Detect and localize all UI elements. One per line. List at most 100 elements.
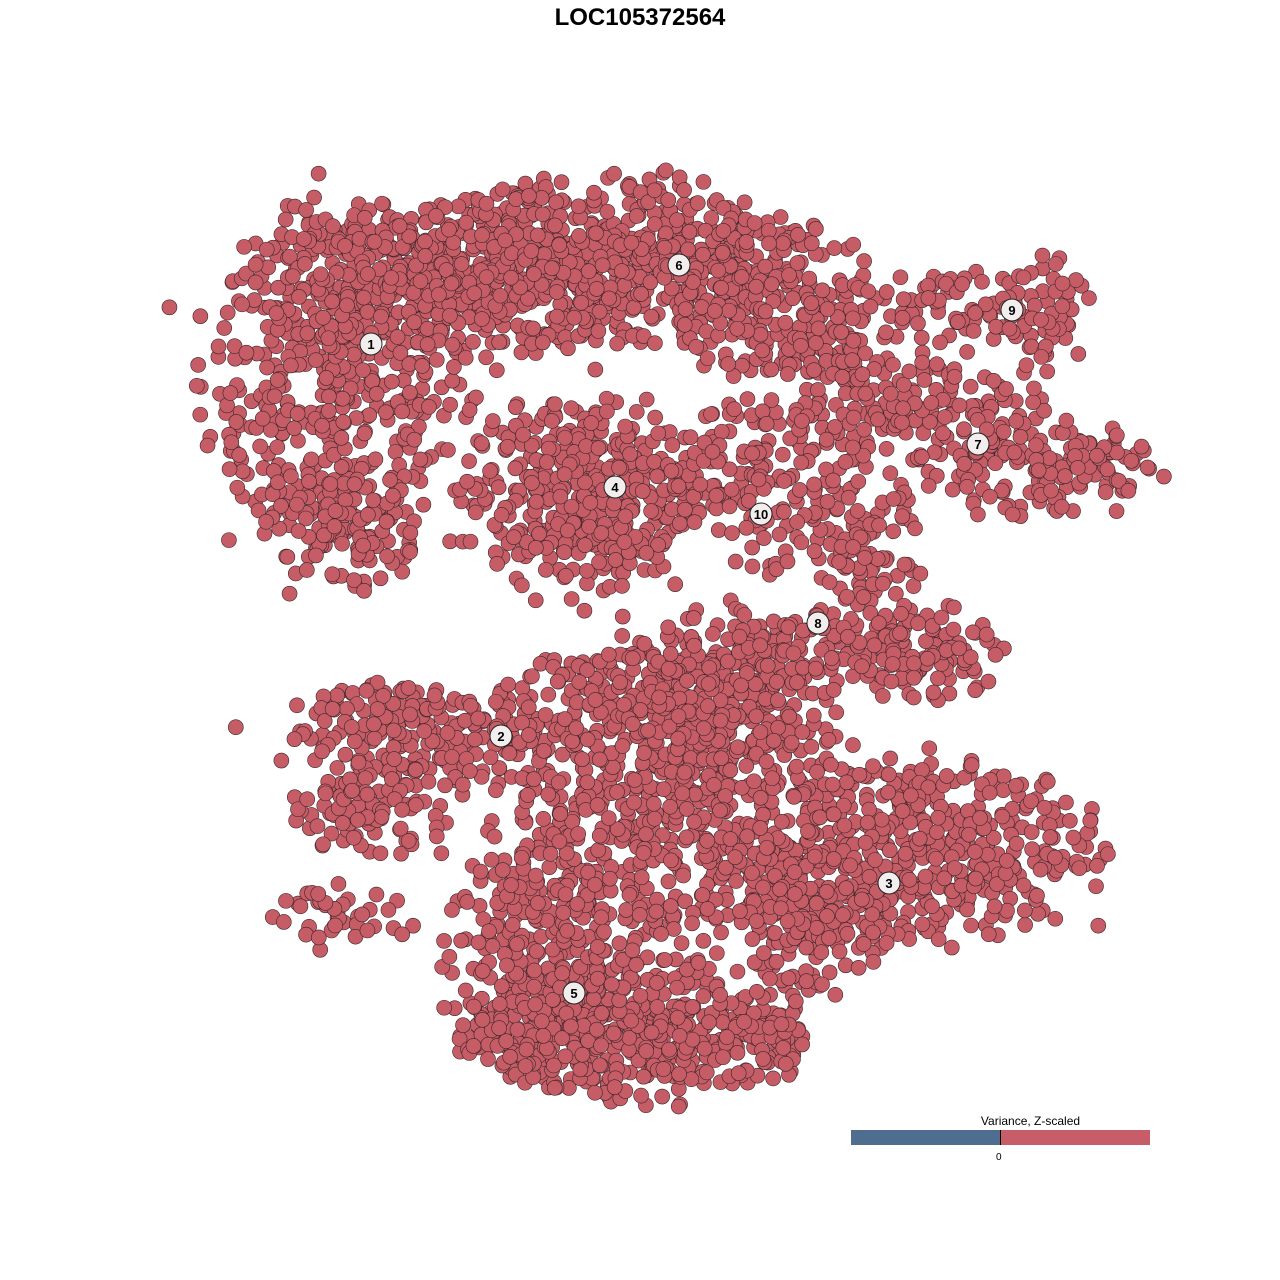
data-point xyxy=(724,525,740,541)
data-point xyxy=(780,619,797,636)
data-point xyxy=(719,1029,735,1045)
data-point xyxy=(970,506,986,523)
data-point xyxy=(400,680,417,696)
data-point xyxy=(939,768,955,784)
data-point xyxy=(1024,841,1040,857)
data-point xyxy=(845,310,861,327)
data-point xyxy=(757,258,774,275)
data-point xyxy=(919,650,936,667)
data-point xyxy=(979,846,996,863)
data-point xyxy=(299,791,316,808)
data-point xyxy=(247,274,264,291)
data-point xyxy=(1070,346,1087,362)
data-point xyxy=(314,417,330,434)
data-point xyxy=(366,716,382,732)
data-point xyxy=(436,933,452,949)
data-point xyxy=(733,269,750,285)
data-point xyxy=(720,356,737,372)
data-point xyxy=(658,162,674,179)
data-point xyxy=(649,999,666,1015)
data-point xyxy=(346,733,363,750)
data-point xyxy=(777,314,794,331)
data-point xyxy=(566,309,583,326)
data-point xyxy=(1054,275,1071,292)
data-point xyxy=(309,818,326,834)
data-point xyxy=(428,828,445,845)
data-point xyxy=(359,303,376,320)
data-point xyxy=(704,443,721,460)
data-point xyxy=(946,860,963,876)
data-point xyxy=(466,285,483,302)
data-point xyxy=(227,719,244,736)
data-point xyxy=(695,988,712,1005)
data-point xyxy=(814,282,831,299)
data-point xyxy=(1034,247,1051,264)
data-point xyxy=(867,852,883,868)
data-point xyxy=(221,532,237,548)
data-point xyxy=(925,684,942,701)
data-point xyxy=(910,615,926,632)
data-point xyxy=(972,810,988,826)
data-point xyxy=(806,362,822,378)
data-point xyxy=(803,235,820,252)
data-point xyxy=(929,356,945,372)
data-point xyxy=(638,545,655,561)
data-point xyxy=(920,478,937,494)
data-point xyxy=(755,945,772,961)
data-point xyxy=(586,184,602,201)
data-point xyxy=(254,410,271,427)
data-point xyxy=(810,320,827,337)
data-point xyxy=(826,851,842,867)
data-point xyxy=(849,503,866,519)
data-point xyxy=(861,869,878,885)
data-point xyxy=(1082,812,1099,829)
data-point xyxy=(616,534,633,550)
data-point xyxy=(914,762,930,778)
data-point xyxy=(334,815,351,831)
data-point xyxy=(1039,773,1056,790)
data-point xyxy=(823,650,840,666)
data-point xyxy=(308,352,324,368)
data-point xyxy=(1156,468,1172,485)
data-point xyxy=(289,496,305,513)
data-point xyxy=(905,689,922,706)
data-point xyxy=(676,317,693,333)
data-point xyxy=(671,1027,688,1044)
data-point xyxy=(994,808,1011,825)
data-point xyxy=(1062,812,1078,829)
data-point xyxy=(840,628,856,645)
data-point xyxy=(482,463,498,479)
data-point xyxy=(548,284,565,300)
data-point xyxy=(833,324,849,340)
data-point xyxy=(470,934,487,951)
data-point xyxy=(473,435,490,452)
data-point xyxy=(417,233,433,250)
data-point xyxy=(236,239,252,255)
data-point xyxy=(803,295,820,312)
data-point xyxy=(446,359,462,375)
data-point xyxy=(771,526,788,543)
data-point xyxy=(535,1028,552,1044)
data-point xyxy=(870,411,886,428)
data-point xyxy=(1133,438,1150,455)
data-point xyxy=(442,396,458,413)
data-point xyxy=(826,240,843,256)
data-point xyxy=(273,498,289,514)
data-point xyxy=(779,553,796,570)
data-point xyxy=(326,518,343,535)
data-point xyxy=(730,1065,747,1082)
data-point xyxy=(773,1016,790,1033)
data-point xyxy=(419,321,436,337)
data-point xyxy=(406,431,423,448)
data-point xyxy=(588,225,604,242)
data-point xyxy=(228,414,245,430)
data-point xyxy=(1069,460,1086,476)
data-point xyxy=(776,473,792,489)
data-point xyxy=(765,1070,781,1087)
data-point xyxy=(669,1009,686,1026)
data-point xyxy=(895,400,911,417)
data-point xyxy=(378,513,395,530)
data-point xyxy=(710,262,727,279)
data-point xyxy=(457,712,473,729)
data-point xyxy=(729,963,746,980)
